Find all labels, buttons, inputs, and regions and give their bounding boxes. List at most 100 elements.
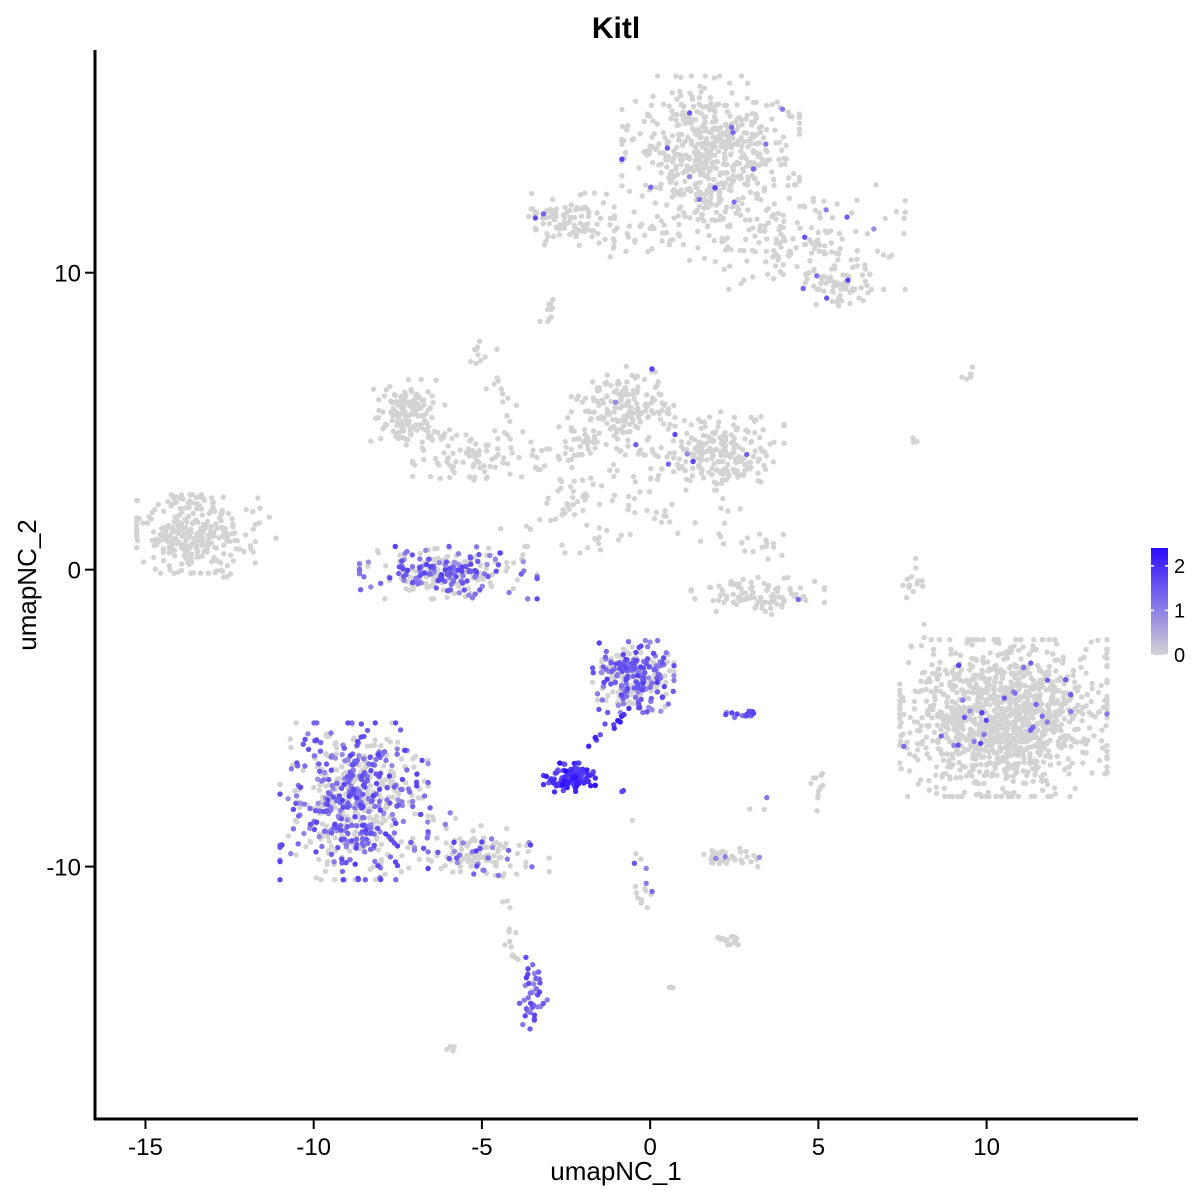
cell-point bbox=[369, 798, 375, 804]
cell-point bbox=[293, 720, 299, 726]
cell-point bbox=[1030, 778, 1036, 785]
cell-point bbox=[388, 837, 394, 843]
cell-point bbox=[450, 450, 456, 457]
cell-point bbox=[500, 873, 506, 880]
cell-point bbox=[540, 220, 546, 227]
cell-point bbox=[623, 363, 629, 370]
cell-point bbox=[374, 548, 381, 554]
cell-point bbox=[483, 442, 489, 449]
cell-point bbox=[897, 738, 904, 745]
cell-point bbox=[430, 814, 436, 820]
cell-point bbox=[687, 185, 693, 191]
cell-point bbox=[425, 779, 431, 786]
cell-point bbox=[790, 170, 797, 177]
cell-point bbox=[424, 835, 430, 841]
cell-point bbox=[300, 741, 306, 747]
cell-point bbox=[1065, 756, 1072, 762]
cell-point bbox=[724, 468, 731, 475]
cell-point bbox=[703, 440, 709, 446]
cell-point bbox=[795, 596, 801, 603]
cell-point bbox=[658, 519, 665, 525]
cell-point bbox=[699, 212, 705, 218]
cell-point bbox=[709, 455, 715, 462]
cell-point bbox=[364, 790, 371, 797]
cell-point bbox=[370, 793, 376, 799]
colorbar-label: 1 bbox=[1174, 600, 1185, 622]
cell-point bbox=[568, 446, 575, 453]
cell-point bbox=[563, 220, 569, 227]
cell-point bbox=[387, 575, 393, 581]
cell-point bbox=[537, 517, 543, 523]
cell-point bbox=[398, 839, 404, 845]
cell-point bbox=[546, 855, 552, 861]
cell-point bbox=[671, 455, 677, 461]
cell-point bbox=[743, 163, 750, 169]
cell-point bbox=[1104, 715, 1110, 721]
cell-point bbox=[577, 443, 583, 450]
cell-point bbox=[740, 576, 746, 583]
cell-point bbox=[523, 863, 529, 870]
cell-point bbox=[806, 270, 812, 276]
cell-point bbox=[1020, 751, 1026, 758]
cell-point bbox=[630, 673, 637, 679]
cell-point bbox=[754, 195, 760, 201]
cell-point bbox=[497, 842, 503, 848]
cell-point bbox=[569, 464, 575, 471]
cell-point bbox=[204, 518, 211, 525]
cell-point bbox=[585, 221, 591, 227]
cell-point bbox=[654, 679, 660, 685]
cell-point bbox=[577, 192, 584, 198]
cell-point bbox=[706, 232, 712, 239]
cell-point bbox=[378, 876, 384, 883]
cell-point bbox=[929, 662, 935, 668]
cell-point bbox=[592, 735, 598, 741]
cell-point bbox=[305, 746, 312, 753]
cell-point bbox=[723, 860, 730, 867]
cell-point bbox=[596, 402, 602, 408]
cell-point bbox=[377, 580, 384, 587]
cell-point bbox=[585, 778, 592, 784]
cell-point bbox=[356, 561, 363, 567]
cell-point bbox=[1072, 785, 1078, 792]
cell-point bbox=[594, 691, 601, 697]
cell-point bbox=[815, 795, 821, 801]
cell-point bbox=[1035, 705, 1042, 711]
cell-point bbox=[924, 751, 930, 757]
cell-point bbox=[313, 849, 319, 855]
cell-point bbox=[567, 214, 573, 220]
cell-point bbox=[551, 217, 558, 223]
cell-point bbox=[315, 800, 321, 806]
cell-point bbox=[361, 574, 367, 580]
cell-point bbox=[409, 579, 416, 586]
cell-point bbox=[995, 637, 1001, 643]
cell-point bbox=[382, 871, 388, 877]
cell-point bbox=[589, 379, 596, 385]
cell-point bbox=[731, 414, 738, 420]
cell-point bbox=[975, 691, 982, 697]
cell-point bbox=[333, 767, 340, 773]
cell-point bbox=[964, 376, 970, 382]
cell-point bbox=[770, 254, 776, 260]
cell-point bbox=[850, 264, 856, 271]
cell-point bbox=[550, 196, 556, 203]
cell-point bbox=[353, 829, 359, 835]
cell-point bbox=[659, 466, 665, 472]
cell-point bbox=[994, 772, 1000, 778]
cell-point bbox=[612, 399, 619, 405]
cell-point bbox=[586, 743, 592, 749]
cell-point bbox=[328, 830, 335, 836]
cell-point bbox=[1035, 692, 1041, 699]
cell-point bbox=[367, 846, 374, 852]
cell-point bbox=[627, 531, 633, 538]
cell-point bbox=[721, 102, 728, 109]
cell-point bbox=[717, 592, 724, 599]
cell-point bbox=[178, 567, 185, 574]
cell-point bbox=[380, 782, 386, 788]
cell-point bbox=[936, 637, 943, 643]
cell-point bbox=[423, 580, 429, 587]
cell-point bbox=[428, 564, 434, 570]
cell-point bbox=[608, 681, 614, 687]
cell-point bbox=[688, 588, 694, 594]
cell-point bbox=[407, 789, 413, 795]
cell-point bbox=[820, 782, 826, 789]
